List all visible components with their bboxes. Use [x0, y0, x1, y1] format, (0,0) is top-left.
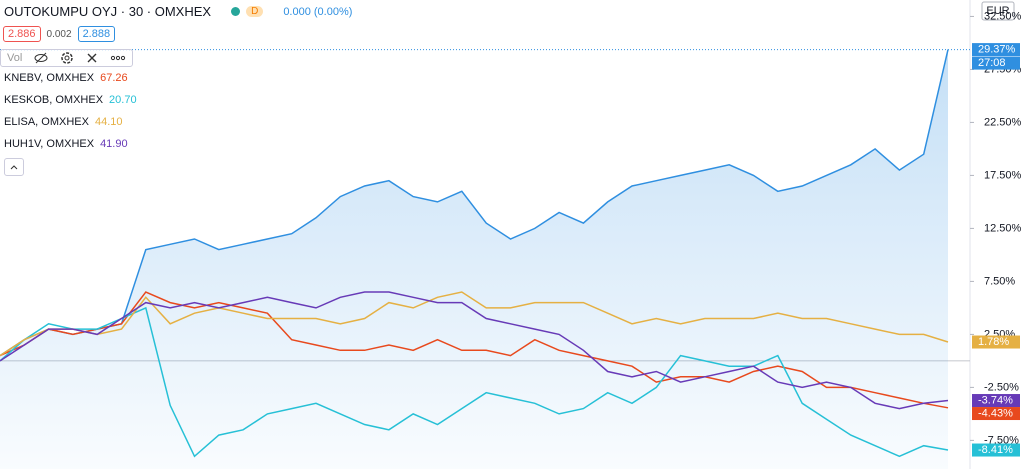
price-label: 1.78%: [978, 336, 1009, 348]
legend-name: HUH1V, OMXHEX: [4, 138, 95, 150]
legend-name: ELISA, OMXHEX: [4, 116, 89, 128]
countdown: 27:08: [978, 57, 1006, 69]
y-tick-label: 17.50%: [984, 169, 1022, 181]
hide-icon[interactable]: [34, 51, 48, 65]
line: [0, 291, 949, 357]
close-icon[interactable]: [86, 52, 98, 64]
price-label: -3.74%: [978, 394, 1013, 406]
legend-entry[interactable]: KESKOB, OMXHEX 20.70: [4, 94, 137, 106]
line: [0, 306, 949, 458]
countdown-box: [972, 56, 1020, 70]
y-tick-label: -2.50%: [984, 381, 1019, 393]
y-tick-label: 12.50%: [984, 222, 1022, 234]
legend-entry[interactable]: HUH1V, OMXHEX 41.90: [4, 138, 128, 150]
volume-row: Vol: [0, 49, 134, 67]
price-label-box: [972, 407, 1020, 421]
price-label-box: [972, 335, 1020, 349]
y-tick-label: 32.50%: [984, 10, 1022, 22]
legend-value: 44.10: [94, 116, 123, 128]
legend-value: 20.70: [109, 94, 137, 106]
settings-icon[interactable]: [60, 51, 74, 65]
legend-entry[interactable]: ELISA, OMXHEX 44.10: [4, 116, 123, 128]
currency: EUR: [986, 5, 1009, 17]
legend-entry[interactable]: KNEBV, OMXHEX 67.26: [4, 72, 128, 84]
change: 0.000 (0.00%): [283, 5, 353, 18]
price-label: -4.43%: [978, 407, 1013, 419]
interval-badge: D: [246, 6, 264, 17]
legend-value: 67.26: [100, 72, 128, 84]
status-dot: [231, 7, 241, 16]
legend-name: KNEBV, OMXHEX: [4, 72, 95, 84]
spread: 0.002: [46, 28, 72, 40]
line: [0, 291, 949, 409]
bid[interactable]: 2.886: [3, 26, 41, 42]
legend-value: 41.90: [100, 138, 128, 150]
title-row: OUTOKUMPU OYJ · 30 · OMXHEX D 0.000 (0.0…: [4, 4, 352, 19]
title: OUTOKUMPU OYJ · 30 · OMXHEX: [4, 4, 212, 19]
price-label-box: [972, 394, 1020, 408]
price-label: -8.41%: [978, 444, 1013, 456]
y-tick-label: 22.50%: [984, 116, 1022, 128]
price-label-box: [972, 443, 1020, 457]
collapse-button[interactable]: [4, 158, 24, 176]
price-label: 29.37%: [978, 44, 1016, 56]
line: [0, 291, 949, 410]
area: [0, 49, 948, 469]
y-tick-label: -7.50%: [984, 434, 1019, 446]
legend-name: KESKOB, OMXHEX: [4, 94, 104, 106]
price-label-box: [972, 43, 1020, 57]
volume-label: Vol: [7, 52, 23, 64]
line: [0, 49, 949, 357]
quote-row: 2.886 0.002 2.888: [3, 26, 116, 42]
ask[interactable]: 2.888: [77, 26, 116, 42]
y-tick-label: 7.50%: [984, 275, 1015, 287]
currency-box[interactable]: [981, 1, 1015, 21]
more-icon[interactable]: [110, 52, 126, 64]
